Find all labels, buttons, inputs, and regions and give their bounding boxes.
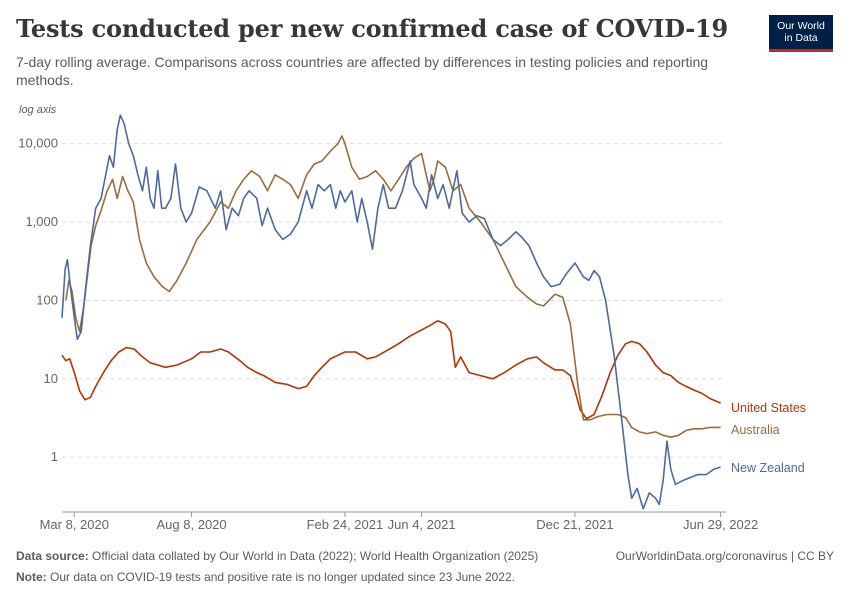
source-label: Data source: [16,549,89,563]
logo-line-1: Our World [777,20,825,32]
source-text[interactable]: Official data collated by Our World in D… [92,549,539,563]
y-tick-label: 1 [51,449,58,464]
y-axis: 1 10 100 1,000 10,000 [18,136,58,465]
series-line-new-zealand[interactable] [61,114,721,510]
y-tick-label: 1,000 [25,214,58,229]
x-tick-label: Feb 24, 2021 [307,517,384,532]
x-tick-label: Dec 21, 2021 [536,517,613,532]
y-tick-label: 10,000 [18,136,58,151]
chart-subtitle: 7-day rolling average. Comparisons acros… [16,54,709,88]
series-labels: United States Australia New Zealand [731,401,806,475]
footer-source: Data source: Official data collated by O… [16,549,538,563]
series-label-australia[interactable]: Australia [731,423,780,437]
y-tick-label: 10 [44,371,58,386]
x-axis: Mar 8, 2020 Aug 8, 2020 Feb 24, 2021 Jun 4,… [40,511,758,532]
chart-title: Tests conducted per new confirmed case o… [16,14,729,43]
gridlines [62,143,726,458]
logo-line-2: in Data [784,32,818,44]
series-lines [61,114,721,510]
note-text: Our data on COVID-19 tests and positive … [50,570,515,584]
series-line-united-states[interactable] [61,320,721,420]
footer-url[interactable]: OurWorldinData.org/coronavirus | CC BY [615,549,834,563]
note-label: Note: [16,570,47,584]
footer-note: Note: Our data on COVID-19 tests and pos… [16,570,515,584]
series-line-australia[interactable] [65,135,721,438]
y-tick-label: 100 [36,292,58,307]
x-tick-label: Aug 8, 2020 [157,517,227,532]
x-tick-label: Mar 8, 2020 [40,517,109,532]
series-label-new-zealand[interactable]: New Zealand [731,461,805,475]
owid-logo[interactable]: Our World in Data [769,15,833,52]
series-label-united-states[interactable]: United States [731,401,806,415]
x-tick-label: Jun 29, 2022 [683,517,758,532]
log-axis-note: log axis [19,104,57,116]
x-tick-label: Jun 4, 2021 [388,517,456,532]
